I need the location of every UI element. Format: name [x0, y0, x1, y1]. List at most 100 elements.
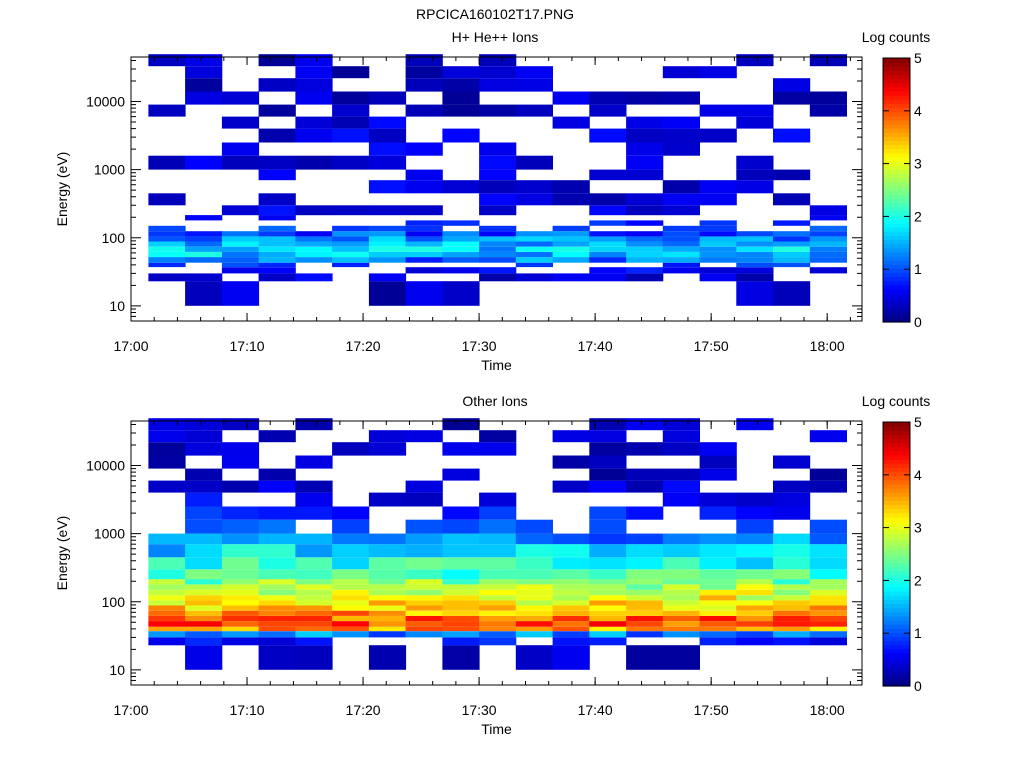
- spectrogram-cell: [589, 205, 627, 216]
- colorbar-swatch: [883, 669, 910, 675]
- spectrogram-cell: [221, 205, 260, 216]
- spectrogram-cell: [699, 569, 737, 580]
- spectrogram-cell: [662, 142, 700, 156]
- spectrogram-cell: [332, 626, 370, 632]
- spectrogram-cell: [185, 468, 223, 481]
- spectrogram-cell: [809, 631, 847, 638]
- spectrogram-cell: [368, 231, 407, 237]
- spectrogram-cell: [185, 442, 223, 456]
- spectrogram-cell: [442, 257, 480, 263]
- spectrogram-cell: [405, 595, 443, 601]
- spectrogram-cell: [552, 557, 590, 570]
- spectrogram-cell: [736, 533, 774, 545]
- spectrogram-cell: [773, 246, 811, 252]
- spectrogram-cell: [589, 557, 627, 570]
- colorbar-swatch: [883, 426, 910, 431]
- spectrogram-cell: [185, 251, 223, 258]
- spectrogram-cell: [258, 533, 296, 545]
- spectrogram-cell: [221, 637, 260, 646]
- spectrogram-cell: [699, 468, 737, 481]
- spectrogram-cell: [515, 257, 553, 263]
- spectrogram-cell: [515, 78, 553, 92]
- spectrogram-cell: [736, 257, 774, 263]
- spectrogram-cell: [295, 626, 333, 632]
- spectrogram-cell: [221, 241, 260, 247]
- spectrogram-cell: [589, 579, 627, 585]
- spectrogram-cell: [405, 66, 443, 79]
- spectrogram-cell: [552, 533, 590, 545]
- spectrogram-cell: [368, 142, 407, 156]
- colorbar-swatch: [883, 128, 910, 133]
- spectrogram-cell: [736, 251, 774, 258]
- spectrogram-cell: [405, 205, 443, 216]
- spectrogram-cell: [221, 142, 260, 156]
- colorbar-swatch: [883, 558, 910, 563]
- spectrogram-cell: [736, 267, 774, 274]
- spectrogram-cell: [699, 506, 737, 520]
- panel-other-ions: Other Ions 17:00 17:10 17:20 17:30 17:40 17:5…: [54, 393, 930, 737]
- spectrogram-cell: [662, 584, 700, 590]
- spectrogram-cell: [148, 430, 186, 443]
- spectrogram-cell: [148, 455, 186, 469]
- spectrogram-cell: [736, 589, 774, 596]
- spectrogram-cell: [736, 600, 774, 606]
- spectrogram-cell: [662, 418, 700, 431]
- spectrogram-cell: [368, 579, 407, 585]
- spectrogram-cell: [773, 569, 811, 580]
- spectrogram-cell: [515, 104, 553, 117]
- spectrogram-cell: [699, 584, 737, 590]
- spectrogram-cell: [405, 430, 443, 443]
- colorbar-swatch: [883, 578, 910, 584]
- spectrogram-cell: [662, 193, 700, 206]
- spectrogram-cell: [479, 193, 517, 206]
- spectrogram-cell: [515, 621, 553, 627]
- spectrogram-cell: [221, 610, 260, 616]
- colorbar-swatch: [883, 95, 910, 100]
- colorbar-swatch: [883, 570, 910, 576]
- colorbar-swatch: [883, 661, 910, 666]
- colorbar-swatch: [883, 119, 910, 125]
- spectrogram-cell: [258, 589, 296, 596]
- spectrogram-cell: [148, 257, 186, 263]
- spectrogram-cell: [589, 584, 627, 590]
- spectrogram-cell: [773, 91, 811, 105]
- spectrogram-cell: [552, 595, 590, 601]
- spectrogram-cell: [515, 155, 553, 170]
- spectrogram-cell: [773, 506, 811, 520]
- spectrogram-cell: [809, 257, 847, 263]
- spectrogram-cell: [295, 231, 333, 237]
- spectrogram-cell: [221, 257, 260, 263]
- spectrogram-cell: [405, 220, 443, 226]
- spectrogram-cell: [405, 579, 443, 585]
- spectrogram-cell: [295, 615, 333, 622]
- colorbar-tick-label: 1: [914, 261, 922, 277]
- colorbar-swatch: [883, 525, 910, 530]
- spectrogram-cell: [221, 589, 260, 596]
- spectrogram-cell: [258, 430, 296, 443]
- spectrogram-cell: [148, 236, 186, 242]
- spectrogram-cell: [368, 116, 407, 129]
- spectrogram-cell: [589, 533, 627, 545]
- spectrogram-cell: [442, 519, 480, 534]
- x-tick-label: 18:00: [810, 702, 845, 718]
- spectrogram-cell: [368, 605, 407, 611]
- spectrogram-cell: [148, 246, 186, 252]
- spectrogram-cell: [258, 54, 296, 67]
- spectrogram-cell: [699, 66, 737, 79]
- colorbar-swatch: [883, 223, 910, 228]
- spectrogram-cell: [295, 621, 333, 627]
- panel-h-he-ions: H+ He++ Ions 17:00 17:10 17:20 17:30 17:40 17…: [54, 29, 930, 373]
- spectrogram-cell: [809, 241, 847, 247]
- colorbar-swatch: [883, 430, 910, 435]
- spectrogram-cell: [332, 155, 370, 170]
- spectrogram-cell: [626, 205, 664, 216]
- colorbar-swatch: [883, 455, 910, 460]
- spectrogram-cell: [405, 480, 443, 493]
- spectrogram-cell: [626, 155, 664, 170]
- spectrogram-cell: [699, 257, 737, 263]
- colorbar-swatch: [883, 305, 910, 311]
- spectrogram-cell: [662, 621, 700, 627]
- spectrogram-cell: [332, 569, 370, 580]
- spectrogram-cell: [442, 600, 480, 606]
- spectrogram-cell: [368, 589, 407, 596]
